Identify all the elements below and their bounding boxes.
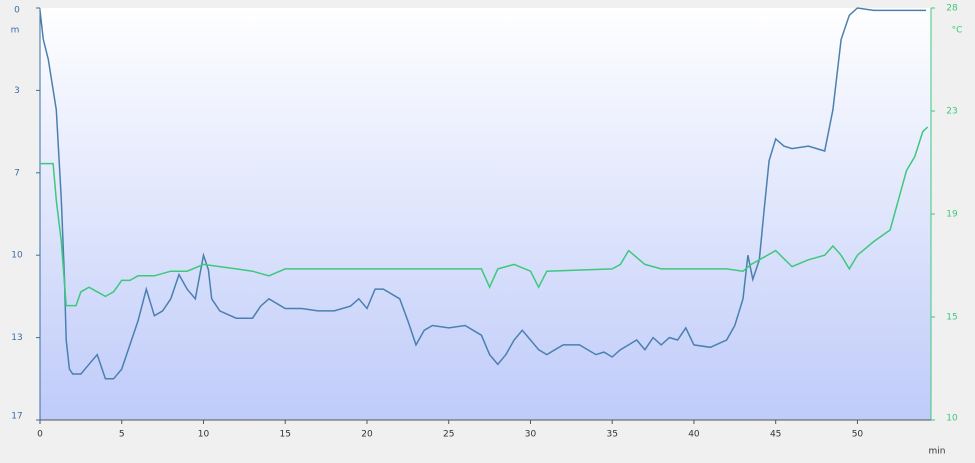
y2-tick-label: 19	[946, 210, 958, 220]
x-tick-label: 10	[198, 430, 210, 440]
y2-tick-label: 15	[946, 313, 957, 323]
y2-tick-label: 28	[946, 4, 958, 14]
x-tick-label: 30	[525, 430, 537, 440]
x-tick-label: 40	[688, 430, 700, 440]
x-tick-label: 50	[852, 430, 864, 440]
x-unit: min	[929, 447, 946, 457]
y-tick-label: 13	[11, 333, 22, 343]
y-tick-label: 0	[14, 6, 20, 16]
y-unit: m	[11, 26, 20, 36]
x-tick-label: 0	[37, 430, 43, 440]
x-tick-label: 5	[119, 430, 125, 440]
y-tick-label: 7	[14, 168, 20, 178]
y2-tick-label: 23	[946, 107, 957, 117]
x-tick-label: 45	[770, 430, 781, 440]
x-tick-label: 25	[443, 430, 454, 440]
x-tick-label: 20	[361, 430, 373, 440]
y2-unit: °C	[952, 26, 963, 36]
x-tick-label: 15	[280, 430, 291, 440]
y2-tick-label: 10	[946, 414, 958, 424]
plot-area	[40, 8, 931, 420]
depth-line	[39, 7, 927, 380]
x-tick-label: 35	[606, 430, 617, 440]
y-tick-label: 10	[11, 251, 23, 261]
y-tick-label: 3	[14, 86, 20, 96]
y-tick-label: 17	[11, 412, 22, 422]
temperature-line	[40, 126, 929, 307]
